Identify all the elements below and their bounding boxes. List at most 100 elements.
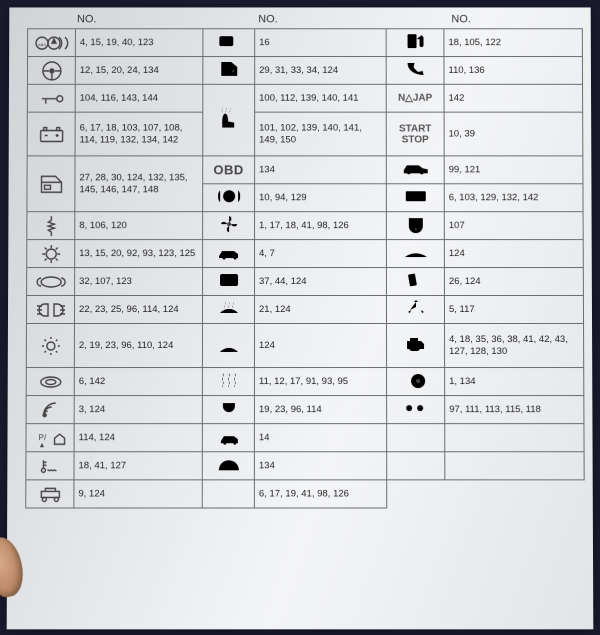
cell: 134 [254,452,386,480]
index-table: ABS 4, 15, 19, 40, 123 16 18, 105, 122 1… [25,28,585,508]
svg-text:ABS: ABS [38,42,46,47]
engine-icon [387,323,445,367]
arrows-split-icon [386,296,444,324]
table-row: 104, 116, 143, 144 100, 112, 139, 140, 1… [27,84,582,112]
tpms-icon [386,212,444,240]
snowflake-icon [202,480,254,508]
heat-waves-icon [202,368,254,396]
cell [445,424,584,452]
park-assist-home-icon: P/▲ [26,424,74,452]
no-cell [387,480,445,508]
defog-windshield-icon [202,296,254,324]
empty-cell [387,424,445,452]
steering-assist-icon [387,368,445,396]
car-top-sensor-icon [27,268,75,296]
cell: 142 [444,84,583,112]
cell: 6, 17, 19, 41, 98, 126 [254,480,386,508]
cell: 124 [254,323,386,367]
cell: 29, 31, 33, 34, 124 [255,57,387,85]
phone-icon [386,57,444,85]
abs-warning-icon: ABS [28,29,76,57]
tire-icon [26,368,74,396]
cell: 114, 124 [74,424,202,452]
cell: 21, 124 [254,296,386,324]
cell: 1, 134 [445,368,584,396]
chassis-icon [26,480,74,508]
brake-disc-icon [203,184,255,212]
obd-label: OBD [203,156,255,184]
steering-wheel-icon [27,57,75,85]
cell [445,452,584,480]
headlight-icon [26,296,74,324]
reference-sheet: NO. NO. NO. ABS 4, 15, 19, 40, 123 16 18… [7,7,594,629]
cell: 26, 124 [444,268,583,296]
svg-text:▲: ▲ [38,442,45,448]
cell: 27, 28, 30, 124, 132, 135, 145, 146, 147… [75,156,203,212]
car-wash-icon [203,240,255,268]
table-row: 27, 28, 30, 124, 132, 135, 145, 146, 147… [27,156,583,184]
cell: 134 [255,156,387,184]
connector-icon [387,396,445,424]
pedal-icon [386,268,444,296]
cell: 8, 106, 120 [75,212,203,240]
table-row: 12, 15, 20, 24, 134 29, 31, 33, 34, 124 … [27,57,582,85]
seat-heater-icon [203,84,255,156]
battery-icon [27,112,75,156]
cell: 10, 94, 129 [255,184,387,212]
cell: 32, 107, 123 [75,268,203,296]
fan-icon [203,212,255,240]
cell: 99, 121 [444,156,583,184]
svg-text:P/: P/ [38,433,46,442]
cell: 16 [255,29,386,57]
cell: 13, 15, 20, 92, 93, 123, 125 [75,240,203,268]
table-row: 3, 124 19, 23, 96, 114 97, 111, 113, 115… [26,396,584,424]
cell: 18, 105, 122 [444,29,583,57]
table-row: 13, 15, 20, 92, 93, 123, 125 4, 7 124 [27,240,584,268]
cell: 12, 15, 20, 24, 134 [75,57,203,85]
header-no-2: NO. [258,13,391,25]
washer-fluid-icon [202,323,254,367]
cell: 4, 7 [255,240,387,268]
cell: 6, 142 [74,368,202,396]
wiper-icon [386,240,444,268]
cell: 4, 18, 35, 36, 38, 41, 42, 43, 127, 128,… [445,323,584,367]
cell: 4, 15, 19, 40, 123 [75,29,203,57]
table-row: 9, 124 6, 17, 19, 41, 98, 126 [26,480,585,508]
cell: 5, 117 [444,296,583,324]
najap-label: N△JAP [386,84,444,112]
rear-defrost-icon [203,268,255,296]
header-no-1: NO. [77,13,204,25]
start-stop-label: STARTSTOP [386,112,444,156]
car-alarm-icon [202,424,254,452]
cell: 1, 17, 18, 41, 98, 126 [255,212,387,240]
no-cell [445,480,584,508]
radio-icon [386,184,444,212]
car-side-icon [386,156,444,184]
cell: 97, 111, 113, 115, 118 [445,396,584,424]
cell: 14 [254,424,386,452]
cell: 11, 12, 17, 91, 93, 95 [254,368,386,396]
table-row: 2, 19, 23, 96, 110, 124 124 4, 18, 35, 3… [26,323,583,367]
cell: 18, 41, 127 [74,452,202,480]
table-row: 6, 142 11, 12, 17, 91, 93, 95 1, 134 [26,368,584,396]
mirror-icon [203,29,255,57]
dome-light-icon [202,396,254,424]
fuel-pump-icon [386,29,444,57]
cell: 10, 39 [444,112,583,156]
table-row: 18, 41, 127 134 [26,452,584,480]
empty-cell [387,452,445,480]
table-row: ABS 4, 15, 19, 40, 123 16 18, 105, 122 [28,29,583,57]
light-bulb-icon [26,323,74,367]
cell: 124 [444,240,583,268]
cell: 104, 116, 143, 144 [75,84,203,112]
cell: 9, 124 [74,480,202,508]
cell: 101, 102, 139, 140, 141, 149, 150 [255,112,387,156]
cell: 37, 44, 124 [255,268,387,296]
table-row: 8, 106, 120 1, 17, 18, 41, 98, 126 107 [27,212,583,240]
cell: 100, 112, 139, 140, 141 [255,84,387,112]
cell: 3, 124 [74,396,202,424]
table-row: 32, 107, 123 37, 44, 124 26, 124 [27,268,584,296]
signal-waves-icon [26,396,74,424]
column-headers: NO. NO. NO. [27,13,583,25]
door-card-icon [27,156,75,212]
